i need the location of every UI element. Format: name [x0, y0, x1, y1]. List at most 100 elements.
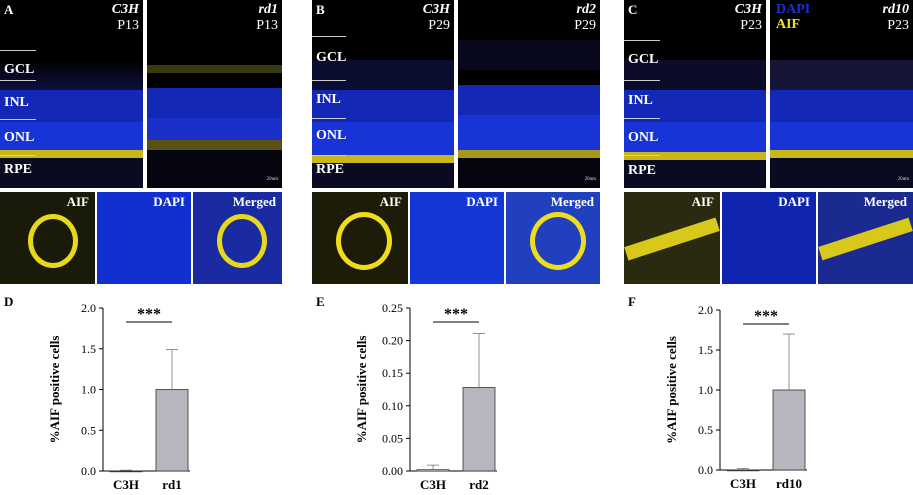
bar-rd2 — [462, 387, 496, 472]
layer-label-rpe: RPE — [4, 162, 32, 177]
layer-label-onl: ONL — [4, 130, 35, 145]
scale-bar: 20um — [584, 177, 596, 182]
y-tick-label: 1.0 — [81, 383, 96, 397]
y-tick-label: 2.0 — [698, 303, 713, 317]
zoom-label: DAPI — [153, 194, 185, 209]
y-axis-title: %AIF positive cells — [47, 336, 62, 444]
zoom-dapi: DAPI — [97, 192, 191, 284]
strain-name: rd10 — [882, 2, 909, 17]
zoom-label: AIF — [66, 194, 89, 209]
strain-header: rd1 P13 — [256, 2, 278, 34]
y-tick-label: 0.0 — [81, 464, 96, 478]
chart-letter-d: D — [4, 294, 14, 309]
panel-letter-c: C — [628, 2, 638, 17]
zoom-merged: Merged — [818, 192, 913, 284]
layer-label-gcl: GCL — [4, 62, 35, 77]
zoom-label: Merged — [550, 194, 594, 209]
y-tick-label: 0.0 — [698, 463, 713, 477]
significance-marker: *** — [754, 308, 778, 325]
zoom-label: Merged — [232, 194, 276, 209]
layer-label-gcl: GCL — [628, 52, 659, 67]
scale-bar: 20um — [266, 177, 278, 182]
bar-c3h — [109, 470, 143, 473]
strain-name: rd1 — [258, 2, 278, 17]
y-axis-title: %AIF positive cells — [354, 336, 369, 444]
age-label: P29 — [574, 18, 596, 33]
age-label: P13 — [117, 18, 139, 33]
strain-header: rd2 P29 — [574, 2, 596, 34]
significance-marker: *** — [444, 306, 468, 323]
y-tick-label: 0.20 — [382, 334, 403, 348]
panel-letter-a: A — [4, 2, 14, 17]
x-tick-label: C3H — [113, 477, 139, 492]
layer-label-rpe: RPE — [316, 162, 344, 177]
strain-name: C3H — [111, 2, 139, 17]
zoom-merged: Merged — [193, 192, 282, 284]
x-tick-label: rd1 — [162, 477, 182, 492]
legend-aif: AIF — [776, 17, 801, 32]
legend-dapi: DAPI — [776, 2, 811, 17]
x-tick-label: C3H — [420, 477, 446, 492]
zoom-label: DAPI — [466, 194, 498, 209]
chart-letter-e: E — [316, 294, 325, 309]
zoom-aif: AIF — [624, 192, 720, 284]
micrograph-c3h-p29: GCL INL ONL RPE C3H P29 — [312, 0, 454, 188]
strain-name: rd2 — [576, 2, 596, 17]
bar-c3h — [416, 469, 450, 472]
layer-label-gcl: GCL — [316, 50, 347, 65]
bar-chart-f: 0.0 0.5 1.0 1.5 2.0 %AIF positive cells C3H rd1… — [664, 303, 807, 491]
bar-rd10 — [772, 389, 806, 471]
micrograph-rd1-p13: rd1 P13 20um — [147, 0, 282, 188]
micrograph-rd10-p23: DAPI AIF rd10 P23 20um — [770, 0, 913, 188]
zoom-label: DAPI — [778, 194, 810, 209]
strain-header: C3H P29 — [423, 2, 450, 34]
zoom-merged: Merged — [506, 192, 600, 284]
micrograph-rd2-p29: rd2 P29 20um — [458, 0, 600, 188]
strain-header: rd10 P23 — [883, 2, 909, 34]
y-tick-label: 0.05 — [382, 431, 403, 445]
strain-header: C3H P23 — [735, 2, 762, 34]
y-tick-label: 0.25 — [382, 301, 403, 315]
bar-c3h — [726, 469, 760, 472]
y-tick-label: 1.5 — [698, 343, 713, 357]
micrograph-c3h-p23: GCL INL ONL RPE C3H P23 — [624, 0, 766, 188]
y-tick-label: 1.5 — [81, 342, 96, 356]
y-tick-label: 0.15 — [382, 366, 403, 380]
zoom-aif: AIF — [0, 192, 95, 284]
x-tick-label: C3H — [730, 476, 756, 491]
zoom-label: AIF — [691, 194, 714, 209]
bar-chart-e: 0.00 0.05 0.10 0.15 0.20 0.25 %AIF positive ce… — [354, 301, 497, 492]
y-tick-label: 0.5 — [698, 423, 713, 437]
strain-header: C3H P13 — [112, 2, 139, 34]
y-axis-title: %AIF positive cells — [664, 336, 679, 444]
layer-label-onl: ONL — [316, 128, 347, 143]
layer-label-inl: INL — [4, 95, 29, 110]
x-tick-label: rd10 — [776, 476, 802, 491]
zoom-dapi: DAPI — [410, 192, 504, 284]
significance-marker: *** — [137, 306, 161, 323]
layer-label-inl: INL — [628, 93, 653, 108]
zoom-dapi: DAPI — [722, 192, 816, 284]
bar-chart-d: 0.0 0.5 1.0 1.5 2.0 %AIF positive cells C3H rd1… — [47, 301, 190, 492]
y-tick-label: 2.0 — [81, 301, 96, 315]
age-label: P23 — [887, 18, 909, 33]
channel-legend: DAPI AIF — [776, 2, 810, 32]
y-tick-label: 1.0 — [698, 383, 713, 397]
micrograph-c3h-p13: GCL INL ONL RPE C3H P13 — [0, 0, 143, 188]
layer-label-rpe: RPE — [628, 163, 656, 178]
y-tick-label: 0.10 — [382, 399, 403, 413]
zoom-label: AIF — [379, 194, 402, 209]
y-tick-label: 0.5 — [81, 423, 96, 437]
chart-letter-f: F — [628, 294, 636, 309]
layer-label-onl: ONL — [628, 130, 659, 145]
zoom-aif: AIF — [312, 192, 408, 284]
age-label: P13 — [256, 18, 278, 33]
age-label: P29 — [428, 18, 450, 33]
x-tick-label: rd2 — [469, 477, 489, 492]
panel-letter-b: B — [316, 2, 325, 17]
age-label: P23 — [740, 18, 762, 33]
strain-name: C3H — [422, 2, 450, 17]
scale-bar: 20um — [897, 177, 909, 182]
bar-rd1 — [155, 389, 189, 472]
zoom-label: Merged — [863, 194, 907, 209]
